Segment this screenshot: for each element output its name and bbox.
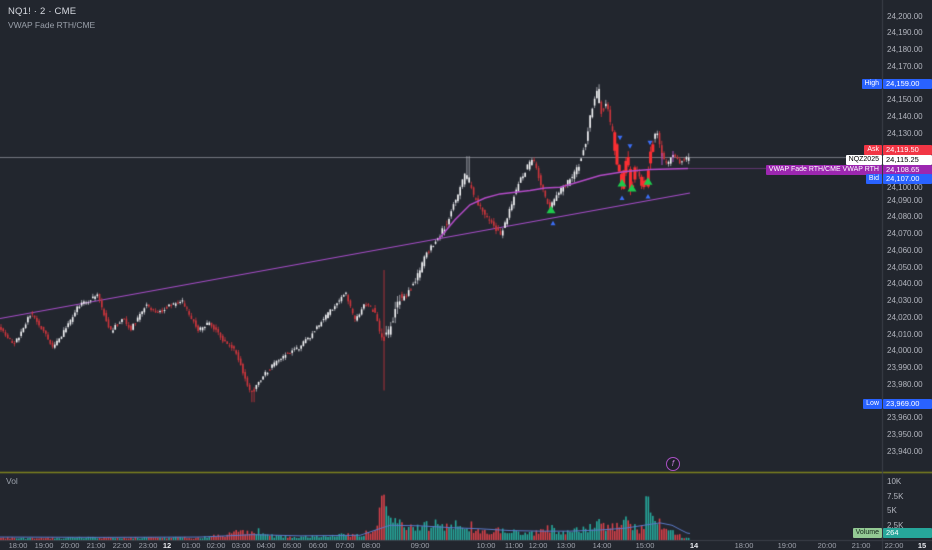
date-label: 14	[689, 541, 699, 550]
ask-label-name: Ask	[864, 145, 882, 155]
price-tick-label: 24,050.00	[887, 262, 923, 272]
price-tick-label: 24,070.00	[887, 229, 923, 239]
high-label-value: 24,159.00	[883, 79, 932, 89]
volume-tick-label: 2.5K	[887, 521, 904, 530]
price-tick-label: 24,000.00	[887, 346, 923, 356]
price-tick-label: 24,090.00	[887, 195, 923, 205]
price-tick-label: 24,140.00	[887, 112, 923, 122]
time-tick-label: 01:00	[181, 541, 201, 550]
time-tick-label: 20:00	[817, 541, 837, 550]
time-tick-label: 09:00	[410, 541, 430, 550]
time-tick-label: 18:00	[8, 541, 28, 550]
price-tick-label: 24,180.00	[887, 45, 923, 55]
bid-label-value: 24,107.00	[883, 174, 932, 184]
indicator-anchor-icon[interactable]: f	[666, 457, 680, 471]
time-tick-label: 06:00	[308, 541, 328, 550]
price-tick-label: 24,190.00	[887, 28, 923, 38]
price-axis[interactable]: 24,200.00 24,190.00 24,180.00 24,170.00 24,1…	[882, 0, 932, 540]
time-tick-label: 22:00	[112, 541, 132, 550]
time-tick-label: 19:00	[777, 541, 797, 550]
high-label-name: High	[861, 79, 882, 89]
price-tick-label: 24,010.00	[887, 329, 923, 339]
price-tick-label: 23,960.00	[887, 413, 923, 423]
time-tick-label: 19:00	[34, 541, 54, 550]
time-tick-label: 11:00	[504, 541, 524, 550]
time-tick-label: 10:00	[476, 541, 496, 550]
price-tick-label: 24,020.00	[887, 312, 923, 322]
volume-tick-label: 7.5K	[887, 492, 904, 501]
volume-tick-label: 5K	[887, 506, 897, 515]
vwap-label-name: VWAP Fade RTH/CME VWAP RTH	[765, 165, 882, 175]
time-tick-label: 15:00	[635, 541, 655, 550]
low-label-name: Low	[863, 399, 882, 409]
price-tick-label: 24,100.00	[887, 183, 923, 192]
price-tick-label: 23,950.00	[887, 430, 923, 440]
price-tick-label: 24,060.00	[887, 245, 923, 255]
chart-legend: NQ1! · 2 · CME VWAP Fade RTH/CME	[8, 6, 95, 30]
symbol-title[interactable]: NQ1! · 2 · CME	[8, 6, 77, 17]
last-label-value: 24,115.25	[883, 155, 932, 165]
date-label: 12	[162, 541, 172, 550]
ask-price-label: Ask 24,119.50	[864, 145, 932, 155]
bid-label-name: Bid	[865, 174, 882, 184]
volume-tick-label: 10K	[887, 477, 902, 486]
time-tick-label: 20:00	[60, 541, 80, 550]
low-label-value: 23,969.00	[883, 399, 932, 409]
price-tick-label: 24,150.00	[887, 95, 923, 105]
price-tick-label: 24,130.00	[887, 128, 923, 138]
time-tick-label: 05:00	[282, 541, 302, 550]
bid-price-label: Bid 24,107.00	[865, 174, 932, 184]
time-tick-label: 23:00	[138, 541, 158, 550]
high-price-label: High 24,159.00	[861, 79, 932, 89]
price-tick-label: 24,040.00	[887, 279, 923, 289]
time-tick-label: 02:00	[206, 541, 226, 550]
time-tick-label: 13:00	[556, 541, 576, 550]
last-label-name: NQZ2025	[845, 155, 882, 165]
date-label: 15	[917, 541, 927, 550]
volume-pane-label: Vol	[6, 476, 18, 486]
time-tick-label: 22:00	[884, 541, 904, 550]
time-tick-label: 12:00	[528, 541, 548, 550]
time-tick-label: 04:00	[256, 541, 276, 550]
volume-label-name: Volume	[852, 528, 882, 538]
last-price-label: NQZ2025 24,115.25	[845, 155, 932, 165]
price-tick-label: 24,030.00	[887, 296, 923, 306]
vwap-label-value: 24,108.65	[883, 165, 932, 175]
price-tick-label: 23,990.00	[887, 363, 923, 373]
time-tick-label: 08:00	[361, 541, 381, 550]
price-tick-label: 24,170.00	[887, 61, 923, 71]
time-tick-label: 03:00	[231, 541, 251, 550]
ask-label-value: 24,119.50	[883, 145, 932, 155]
price-tick-label: 23,980.00	[887, 379, 923, 389]
volume-price-label: Volume 264	[852, 528, 932, 538]
time-tick-label: 14:00	[592, 541, 612, 550]
time-tick-label: 21:00	[851, 541, 871, 550]
time-tick-label: 18:00	[734, 541, 754, 550]
volume-label-value: 264	[883, 528, 932, 538]
low-price-label: Low 23,969.00	[863, 399, 932, 409]
price-tick-label: 23,940.00	[887, 446, 923, 456]
time-tick-label: 21:00	[86, 541, 106, 550]
price-tick-label: 24,080.00	[887, 212, 923, 222]
vwap-price-label: VWAP Fade RTH/CME VWAP RTH 24,108.65	[765, 165, 932, 175]
indicator-title[interactable]: VWAP Fade RTH/CME	[8, 20, 96, 30]
price-tick-label: 24,200.00	[887, 11, 923, 21]
time-axis[interactable]: 18:00 19:00 20:00 21:00 22:00 23:00 12 01:00 02:…	[0, 540, 932, 550]
time-tick-label: 07:00	[335, 541, 355, 550]
